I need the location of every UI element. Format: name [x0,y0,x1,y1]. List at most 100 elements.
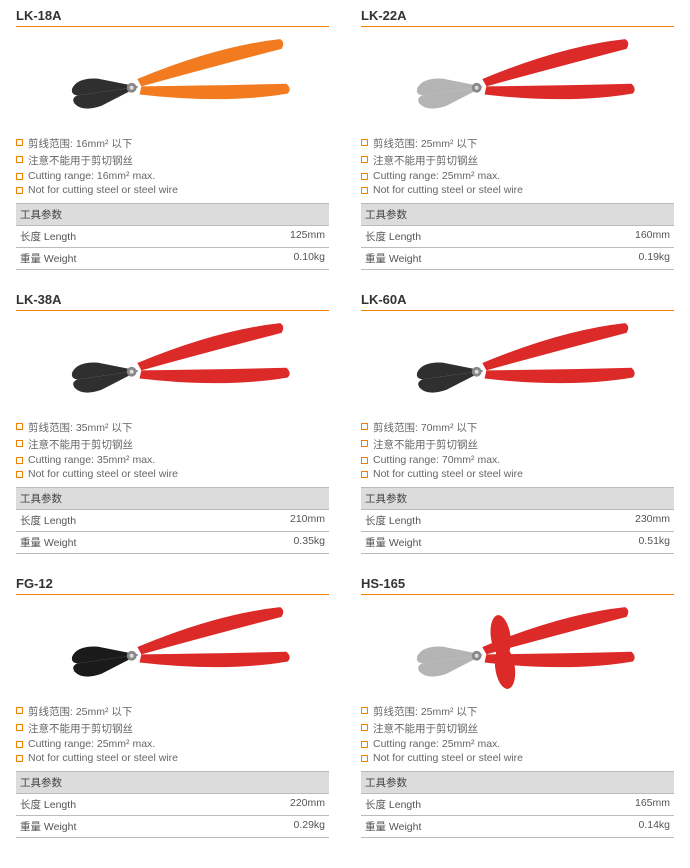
param-weight-label: 重量 Weight [20,535,76,550]
param-weight-row: 重量 Weight 0.29kg [16,816,329,838]
bullet-item: 注意不能用于剪切钢丝 [16,720,329,737]
bullet-item: Not for cutting steel or steel wire [16,183,329,197]
bullet-text: 注意不能用于剪切钢丝 [373,437,478,452]
bullet-item: Not for cutting steel or steel wire [361,751,674,765]
param-weight-value: 0.35kg [293,535,325,550]
bullet-list: 剪线范围: 25mm² 以下 注意不能用于剪切钢丝 Cutting range:… [16,703,329,765]
bullet-text: 剪线范围: 25mm² 以下 [373,704,477,719]
bullet-item: Cutting range: 16mm² max. [16,169,329,183]
param-header: 工具参数 [16,487,329,510]
param-weight-label: 重量 Weight [20,819,76,834]
bullet-text: 注意不能用于剪切钢丝 [373,721,478,736]
square-bullet-icon [361,755,368,762]
bullet-item: 剪线范围: 25mm² 以下 [361,135,674,152]
bullet-text: 剪线范围: 35mm² 以下 [28,420,132,435]
square-bullet-icon [361,423,368,430]
product-card: HS-165 剪线范围: 25mm² 以下 注意不能用于剪切 [361,576,674,838]
product-card: LK-22A 剪线范围: 25mm² 以下 注意不能用于剪切 [361,8,674,270]
bullet-text: Not for cutting steel or steel wire [373,468,523,480]
param-weight-row: 重量 Weight 0.51kg [361,532,674,554]
bullet-item: 剪线范围: 25mm² 以下 [16,703,329,720]
square-bullet-icon [16,755,23,762]
param-length-value: 210mm [290,513,325,528]
bullet-item: 注意不能用于剪切钢丝 [16,152,329,169]
param-weight-value: 0.51kg [638,535,670,550]
product-image [45,601,300,699]
bullet-item: Cutting range: 25mm² max. [361,169,674,183]
square-bullet-icon [361,440,368,447]
param-weight-value: 0.10kg [293,251,325,266]
product-image [390,601,645,699]
model-label: LK-60A [361,292,407,307]
square-bullet-icon [16,187,23,194]
image-wrap [16,31,329,133]
param-weight-value: 0.29kg [293,819,325,834]
bullet-item: 剪线范围: 25mm² 以下 [361,703,674,720]
bullet-text: Not for cutting steel or steel wire [373,752,523,764]
param-weight-row: 重量 Weight 0.19kg [361,248,674,270]
bullet-text: 注意不能用于剪切钢丝 [28,721,133,736]
bullet-item: 剪线范围: 16mm² 以下 [16,135,329,152]
product-image [45,33,300,131]
param-weight-value: 0.19kg [638,251,670,266]
image-wrap [361,315,674,417]
model-row: LK-60A [361,292,674,311]
param-length-row: 长度 Length 220mm [16,794,329,816]
bullet-text: Not for cutting steel or steel wire [28,468,178,480]
param-length-label: 长度 Length [20,229,76,244]
param-length-label: 长度 Length [20,797,76,812]
bullet-item: Cutting range: 25mm² max. [16,737,329,751]
bullet-text: 注意不能用于剪切钢丝 [28,437,133,452]
bullet-list: 剪线范围: 16mm² 以下 注意不能用于剪切钢丝 Cutting range:… [16,135,329,197]
param-length-label: 长度 Length [365,513,421,528]
param-length-row: 长度 Length 210mm [16,510,329,532]
product-card: LK-60A 剪线范围: 70mm² 以下 注意不能用于剪切 [361,292,674,554]
param-header: 工具参数 [16,771,329,794]
bullet-text: 注意不能用于剪切钢丝 [28,153,133,168]
bullet-text: 剪线范围: 25mm² 以下 [373,136,477,151]
bullet-item: 剪线范围: 70mm² 以下 [361,419,674,436]
bullet-list: 剪线范围: 70mm² 以下 注意不能用于剪切钢丝 Cutting range:… [361,419,674,481]
param-weight-label: 重量 Weight [20,251,76,266]
model-label: FG-12 [16,576,53,591]
bullet-text: Not for cutting steel or steel wire [28,752,178,764]
square-bullet-icon [361,707,368,714]
bullet-item: 注意不能用于剪切钢丝 [16,436,329,453]
bullet-item: Cutting range: 25mm² max. [361,737,674,751]
param-length-label: 长度 Length [365,797,421,812]
square-bullet-icon [16,471,23,478]
param-length-label: 长度 Length [365,229,421,244]
param-weight-value: 0.14kg [638,819,670,834]
square-bullet-icon [16,457,23,464]
image-wrap [361,31,674,133]
bullet-text: 剪线范围: 70mm² 以下 [373,420,477,435]
bullet-item: 注意不能用于剪切钢丝 [361,720,674,737]
bullet-text: Cutting range: 25mm² max. [28,738,155,750]
product-image [390,33,645,131]
model-label: LK-38A [16,292,62,307]
param-weight-row: 重量 Weight 0.10kg [16,248,329,270]
product-card: LK-18A 剪线范围: 16mm² 以下 注意不能用于剪切 [16,8,329,270]
param-weight-label: 重量 Weight [365,251,421,266]
bullet-item: 注意不能用于剪切钢丝 [361,436,674,453]
square-bullet-icon [16,440,23,447]
bullet-text: Cutting range: 25mm² max. [373,738,500,750]
param-weight-row: 重量 Weight 0.35kg [16,532,329,554]
bullet-text: Cutting range: 70mm² max. [373,454,500,466]
bullet-text: Cutting range: 25mm² max. [373,170,500,182]
param-length-value: 160mm [635,229,670,244]
param-length-value: 220mm [290,797,325,812]
bullet-item: 剪线范围: 35mm² 以下 [16,419,329,436]
param-weight-row: 重量 Weight 0.14kg [361,816,674,838]
bullet-item: 注意不能用于剪切钢丝 [361,152,674,169]
bullet-list: 剪线范围: 25mm² 以下 注意不能用于剪切钢丝 Cutting range:… [361,703,674,765]
param-length-label: 长度 Length [20,513,76,528]
model-row: LK-22A [361,8,674,27]
image-wrap [16,315,329,417]
square-bullet-icon [16,139,23,146]
param-length-row: 长度 Length 160mm [361,226,674,248]
model-label: LK-22A [361,8,407,23]
model-label: HS-165 [361,576,405,591]
param-length-value: 230mm [635,513,670,528]
square-bullet-icon [361,741,368,748]
